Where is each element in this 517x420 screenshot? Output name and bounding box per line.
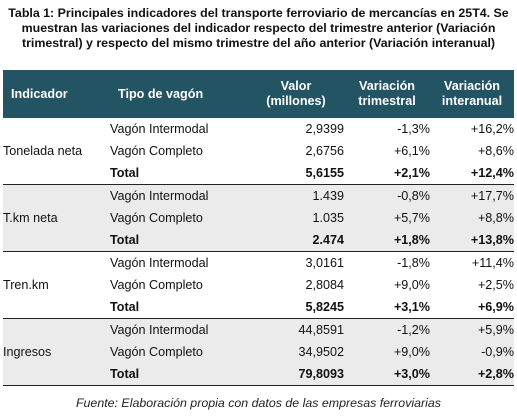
valor-cell: 5,6155 — [248, 162, 344, 185]
valor-cell: 2,8084 — [248, 274, 344, 296]
var-interanual-cell: +5,9% — [430, 318, 514, 341]
header-variacion-interanual: Variación interanual — [430, 70, 514, 118]
var-trimestral-cell: +2,1% — [344, 162, 430, 185]
header-vt-line2: trimestral — [358, 94, 416, 108]
tipo-cell: Vagón Completo — [110, 341, 248, 363]
total-row: Total 2.474 +1,8% +13,8% — [3, 229, 514, 252]
var-trimestral-cell: -1,8% — [344, 251, 430, 274]
tipo-cell: Total — [110, 162, 248, 185]
var-interanual-cell: +8,6% — [430, 140, 514, 162]
var-trimestral-cell: +9,0% — [344, 274, 430, 296]
header-vt-line1: Variación — [358, 79, 415, 93]
var-trimestral-cell: +3,1% — [344, 296, 430, 319]
var-interanual-cell: +2,8% — [430, 363, 514, 386]
valor-cell: 1.035 — [248, 207, 344, 229]
table-row: Vagón Completo 2,8084 +9,0% +2,5% — [3, 274, 514, 296]
tipo-cell: Total — [110, 363, 248, 386]
header-valor-line2: (millones) — [266, 94, 326, 108]
table-row: Tren.km Vagón Intermodal 3,0161 -1,8% +1… — [3, 251, 514, 319]
header-vi-line2: interanual — [441, 94, 503, 108]
tipo-cell: Vagón Intermodal — [110, 318, 248, 341]
total-row: Total 5,8245 +3,1% +6,9% — [3, 296, 514, 319]
var-trimestral-cell: +3,0% — [344, 363, 430, 386]
table-row: Vagón Completo 1.035 +5,7% +8,8% — [3, 207, 514, 229]
var-interanual-cell: +12,4% — [430, 162, 514, 185]
table-row: T.km neta Vagón Intermodal 1.439 -0,8% +… — [3, 184, 514, 252]
var-trimestral-cell: +5,7% — [344, 207, 430, 229]
tipo-cell: Total — [110, 296, 248, 319]
source-note: Fuente: Elaboración propia con datos de … — [75, 396, 442, 410]
tipo-cell: Vagón Intermodal — [110, 184, 248, 207]
var-trimestral-cell: +1,8% — [344, 229, 430, 252]
valor-cell: 34,9502 — [248, 341, 344, 363]
var-interanual-cell: +8,8% — [430, 207, 514, 229]
indicador-cell: Tonelada neta — [3, 118, 110, 185]
var-interanual-cell: +16,2% — [430, 118, 514, 140]
group-ingresos: Ingresos Vagón Intermodal 44,8591 -1,2% … — [3, 318, 514, 386]
header-vi-line1: Variación — [443, 79, 500, 93]
table-header: Indicador Tipo de vagón Valor (millones)… — [3, 70, 514, 118]
var-trimestral-cell: +6,1% — [344, 140, 430, 162]
total-row: Total 79,8093 +3,0% +2,8% — [3, 363, 514, 386]
header-tipo-vagon: Tipo de vagón — [110, 70, 248, 118]
valor-cell: 44,8591 — [248, 318, 344, 341]
var-interanual-cell: +11,4% — [430, 251, 514, 274]
var-interanual-cell: +2,5% — [430, 274, 514, 296]
valor-cell: 3,0161 — [248, 251, 344, 274]
var-interanual-cell: +17,7% — [430, 184, 514, 207]
var-trimestral-cell: -1,2% — [344, 318, 430, 341]
var-trimestral-cell: +9,0% — [344, 341, 430, 363]
header-indicador: Indicador — [3, 70, 110, 118]
table-row: Vagón Completo 2,6756 +6,1% +8,6% — [3, 140, 514, 162]
table-row: Ingresos Vagón Intermodal 44,8591 -1,2% … — [3, 318, 514, 386]
tipo-cell: Vagón Intermodal — [110, 251, 248, 274]
indicador-cell: Ingresos — [3, 318, 110, 386]
tipo-cell: Vagón Completo — [110, 140, 248, 162]
group-tkm-neta: T.km neta Vagón Intermodal 1.439 -0,8% +… — [3, 184, 514, 252]
table-row: Vagón Completo 34,9502 +9,0% -0,9% — [3, 341, 514, 363]
table-row: Tonelada neta Vagón Intermodal 2,9399 -1… — [3, 118, 514, 185]
valor-cell: 2.474 — [248, 229, 344, 252]
header-valor: Valor (millones) — [248, 70, 344, 118]
header-variacion-trimestral: Variación trimestral — [344, 70, 430, 118]
valor-cell: 2,6756 — [248, 140, 344, 162]
var-interanual-cell: +6,9% — [430, 296, 514, 319]
indicador-cell: T.km neta — [3, 184, 110, 252]
total-row: Total 5,6155 +2,1% +12,4% — [3, 162, 514, 185]
tipo-cell: Vagón Completo — [110, 207, 248, 229]
indicators-table: Indicador Tipo de vagón Valor (millones)… — [3, 70, 514, 386]
tipo-cell: Vagón Intermodal — [110, 118, 248, 140]
tipo-cell: Total — [110, 229, 248, 252]
var-trimestral-cell: -0,8% — [344, 184, 430, 207]
var-interanual-cell: -0,9% — [430, 341, 514, 363]
header-valor-line1: Valor — [280, 79, 312, 93]
header-row: Indicador Tipo de vagón Valor (millones)… — [3, 70, 514, 118]
var-interanual-cell: +13,8% — [430, 229, 514, 252]
group-tonelada-neta: Tonelada neta Vagón Intermodal 2,9399 -1… — [3, 118, 514, 185]
indicador-cell: Tren.km — [3, 251, 110, 319]
valor-cell: 2,9399 — [248, 118, 344, 140]
valor-cell: 79,8093 — [248, 363, 344, 386]
tipo-cell: Vagón Completo — [110, 274, 248, 296]
valor-cell: 5,8245 — [248, 296, 344, 319]
valor-cell: 1.439 — [248, 184, 344, 207]
table-caption: Tabla 1: Principales indicadores del tra… — [8, 6, 509, 50]
var-trimestral-cell: -1,3% — [344, 118, 430, 140]
group-tren-km: Tren.km Vagón Intermodal 3,0161 -1,8% +1… — [3, 251, 514, 319]
